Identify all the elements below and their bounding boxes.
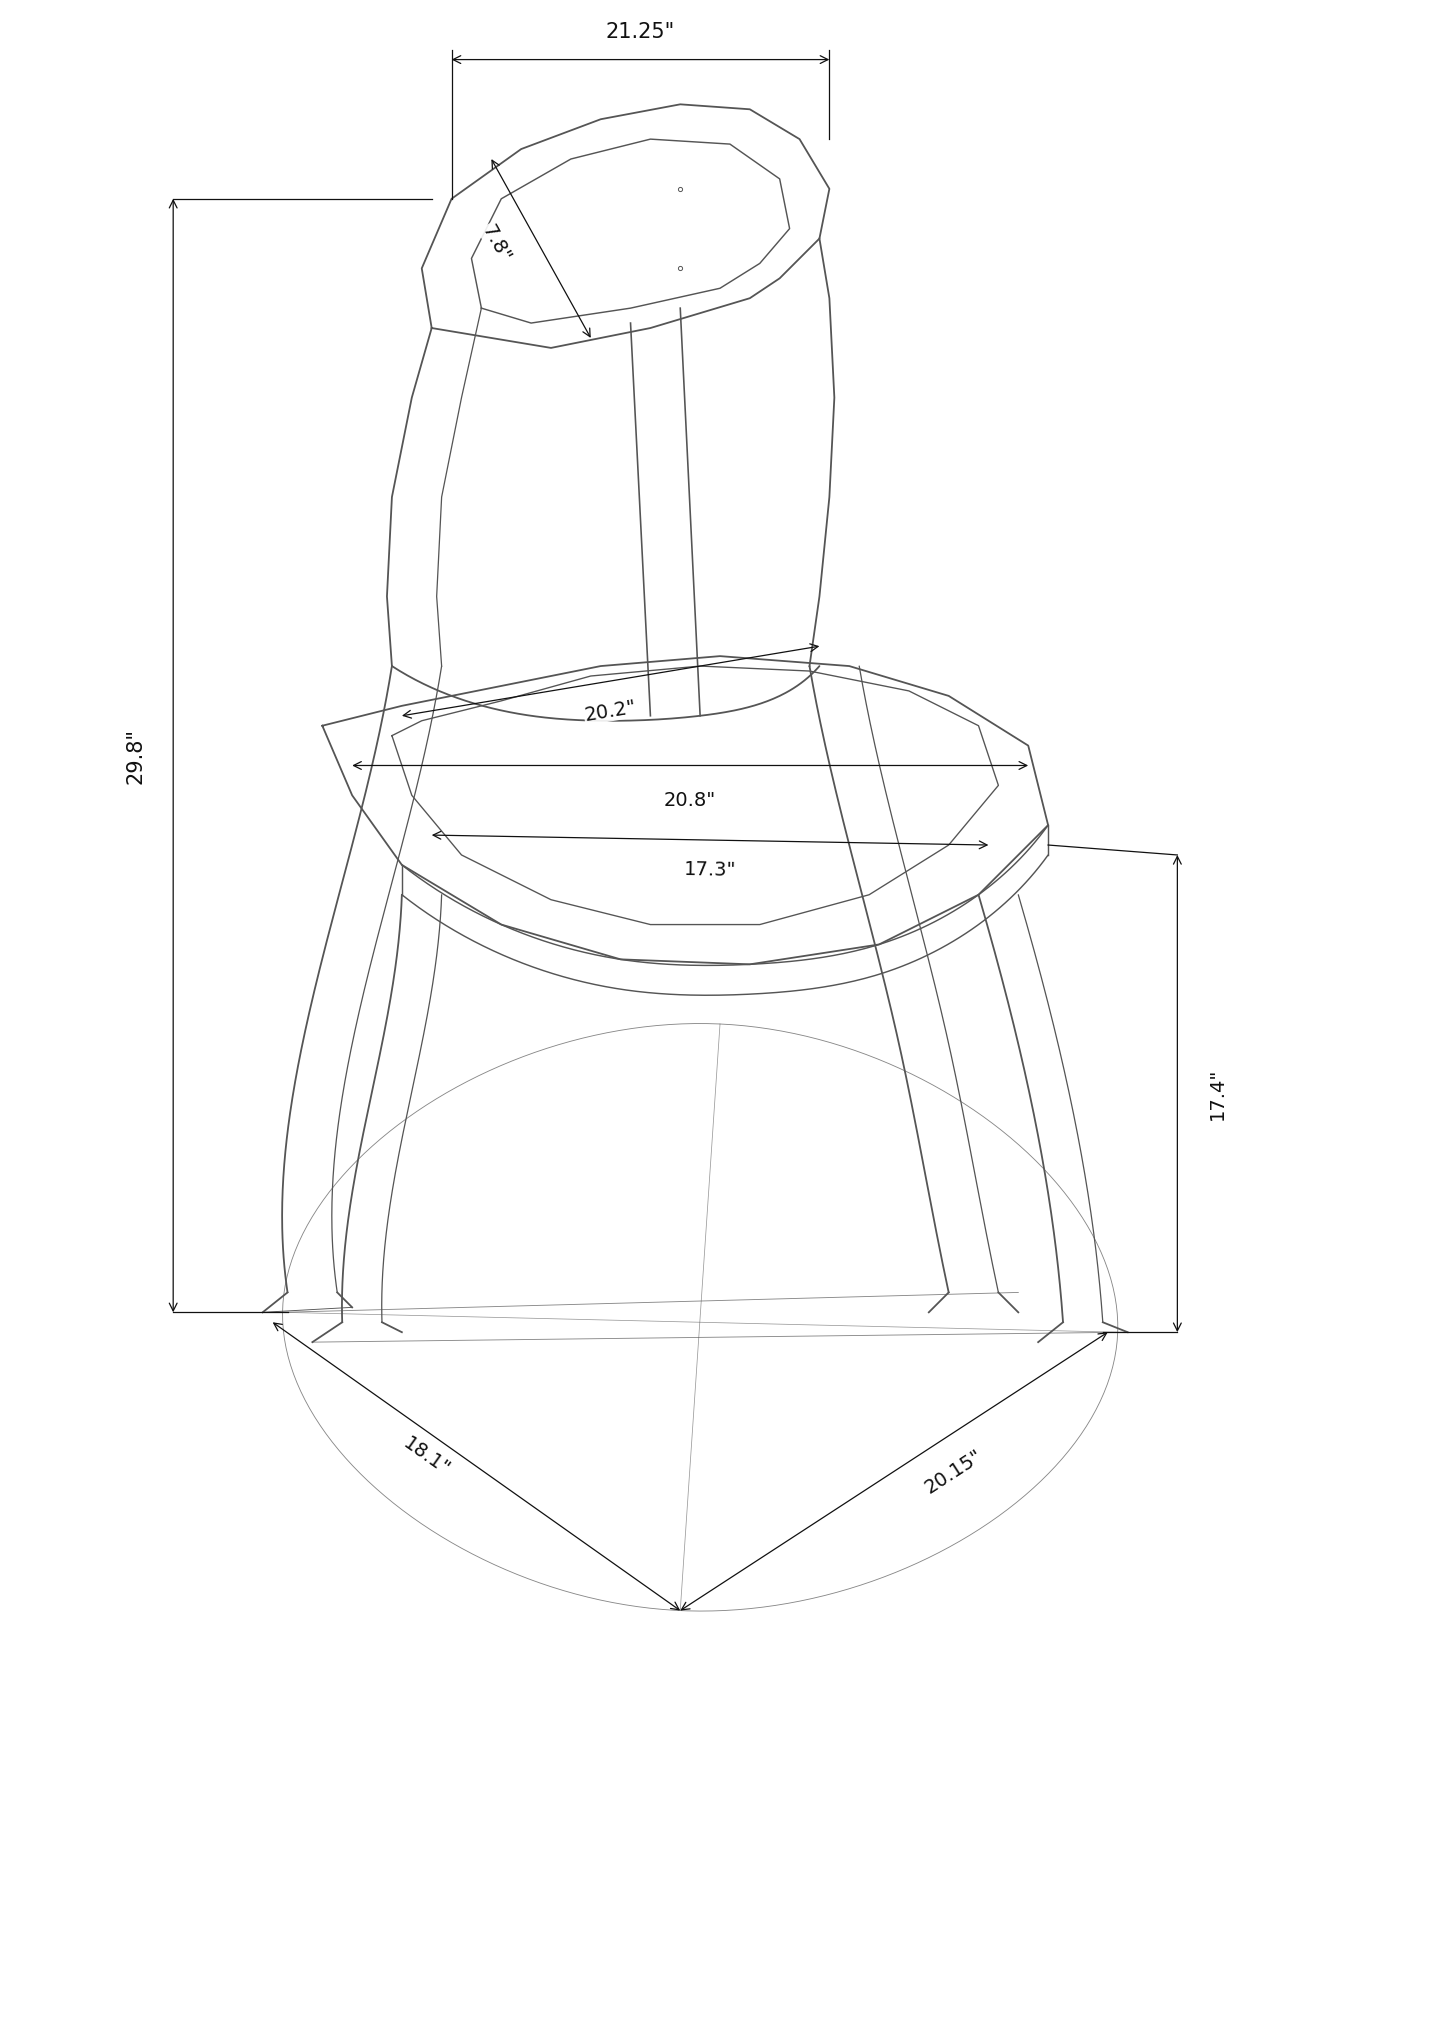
Text: 18.1": 18.1" — [400, 1433, 454, 1480]
Text: 20.15": 20.15" — [922, 1445, 985, 1496]
Text: 17.4": 17.4" — [1208, 1067, 1227, 1120]
Text: 17.3": 17.3" — [683, 861, 737, 879]
Text: 20.8": 20.8" — [665, 791, 717, 809]
Text: 20.2": 20.2" — [584, 697, 639, 724]
Text: 7.8": 7.8" — [478, 221, 514, 266]
Text: 21.25": 21.25" — [605, 22, 675, 41]
Text: 29.8": 29.8" — [126, 728, 146, 783]
